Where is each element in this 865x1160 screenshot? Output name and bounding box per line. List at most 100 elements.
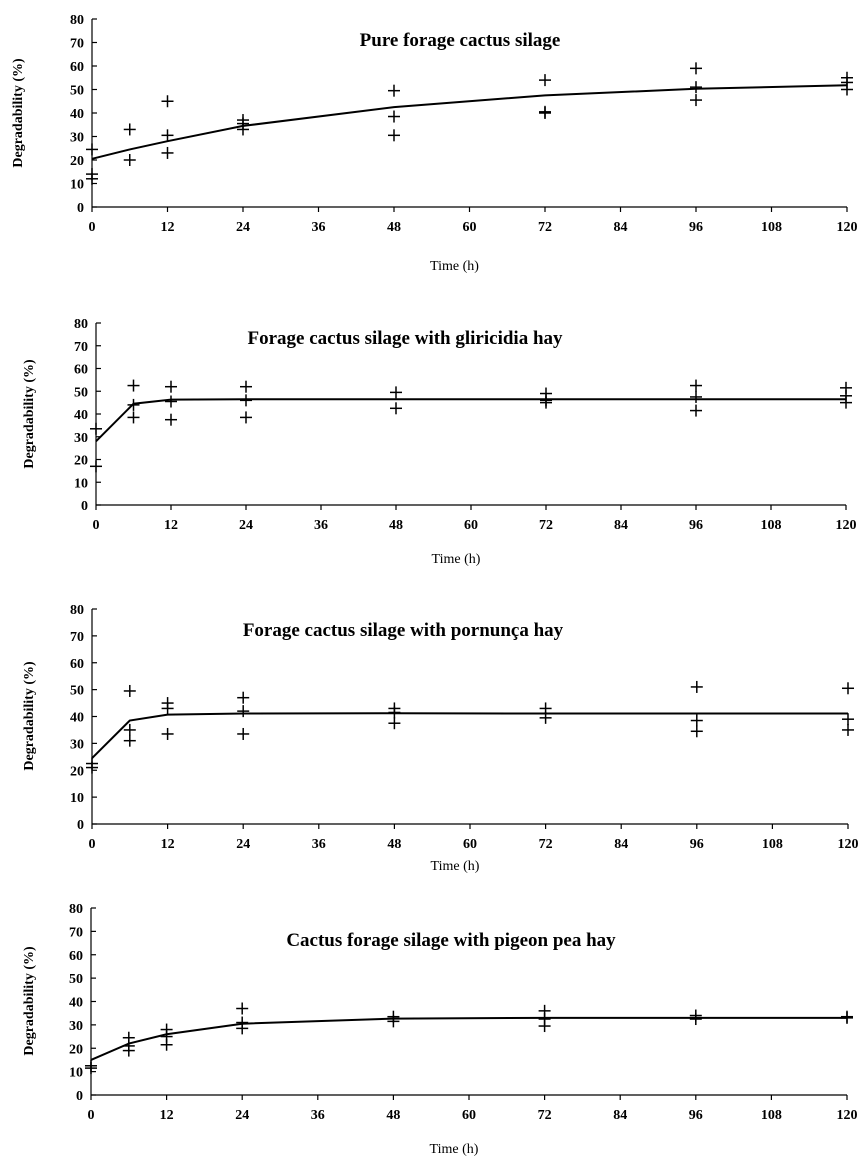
x-tick-label: 120 [838,837,859,852]
x-tick-label: 108 [762,837,783,852]
y-tick-label: 40 [69,996,83,1011]
y-tick-label: 50 [70,684,84,699]
x-tick-label: 24 [236,220,250,235]
x-tick-label: 12 [161,837,175,852]
chart-panel-2: 0 10 20 30 40 50 60 70 80 0 12 24 36 48 60 72 84 96 108 120… [0,312,865,582]
x-tick-label: 0 [89,837,96,852]
y-tick-label: 70 [74,340,88,355]
x-tick-label: 120 [837,220,858,235]
data-point [123,123,136,136]
data-point [85,1062,97,1075]
x-tick-label: 60 [463,837,477,852]
y-tick-label: 70 [69,925,83,940]
x-tick-label: 84 [614,518,628,533]
y-tick-label: 60 [70,60,84,75]
y-tick-label: 10 [70,791,84,806]
y-tick-label: 10 [74,476,88,491]
y-tick-label: 50 [70,84,84,99]
chart-3-svg: 0 10 20 30 40 50 60 70 80 0 12 24 36 48 60 72 84 96 108 120… [22,603,859,874]
x-tick-label: 96 [689,1108,703,1123]
x-tick-label: 120 [836,518,857,533]
x-axis-label: Time (h) [432,552,481,567]
data-point [127,379,140,392]
fitted-curve [91,712,848,759]
data-point [237,727,250,740]
data-point [161,727,174,740]
y-tick-label: 30 [74,431,88,446]
chart-title: Pure forage cactus silage [360,30,561,51]
x-tick-label: 12 [161,220,175,235]
x-tick-label: 60 [463,220,477,235]
data-point [390,386,402,399]
data-point [388,129,400,142]
x-tick-label: 72 [539,518,553,533]
data-point [690,81,702,94]
data-point [86,172,98,185]
x-tick-label: 48 [387,220,401,235]
data-point [123,723,136,736]
y-tick-label: 60 [69,949,83,964]
data-point [160,1038,173,1051]
data-point [122,1044,135,1057]
data-point [165,380,177,393]
y-tick-label: 40 [74,408,88,423]
fitted-curve [95,398,846,443]
x-tick-label: 48 [387,837,401,852]
data-point [388,84,400,97]
y-axis-label: Degradability (%) [22,946,37,1056]
x-tick-label: 96 [690,837,704,852]
fitted-curve [90,1016,847,1061]
x-tick-label: 96 [689,518,703,533]
y-tick-label: 70 [70,37,84,52]
data-point [90,460,102,473]
chart-title: Cactus forage silage with pigeon pea hay [286,930,616,951]
y-tick-label: 70 [70,630,84,645]
data-point [388,717,401,730]
data-point [240,380,252,393]
chart-title: Forage cactus silage with gliricidia hay [247,328,563,349]
data-point [387,1015,400,1028]
x-axis-label: Time (h) [430,259,479,274]
y-tick-label: 0 [77,818,84,833]
data-point [161,146,174,159]
data-point [689,1013,702,1026]
data-point [690,725,703,738]
data-point [690,404,702,417]
x-tick-label: 120 [837,1108,858,1123]
data-point [123,154,136,166]
chart-4-svg: 0 10 20 30 40 50 60 70 80 0 12 24 36 48 60 72 84 96 108 120… [22,902,858,1157]
data-point [388,110,400,123]
y-tick-label: 20 [70,764,84,779]
y-tick-label: 20 [74,454,88,469]
data-point [240,411,252,424]
x-tick-label: 108 [761,518,782,533]
data-point [237,705,250,718]
data-point [539,107,551,119]
y-tick-label: 50 [74,385,88,400]
x-tick-label: 60 [464,518,478,533]
data-point [86,761,98,774]
y-tick-label: 20 [69,1042,83,1057]
x-axis-label: Time (h) [430,1142,479,1157]
chart-1-svg: 0 10 20 30 40 50 60 70 80 0 12 24 36 48 60 72 84 96 108 120… [11,13,858,274]
x-tick-label: 36 [311,1108,325,1123]
y-axis-label: Degradability (%) [22,359,37,469]
x-tick-label: 84 [613,1108,627,1123]
x-tick-label: 12 [160,1108,174,1123]
data-point [842,723,854,736]
x-tick-label: 72 [538,220,552,235]
y-tick-label: 80 [69,902,83,917]
x-tick-label: 84 [614,837,628,852]
data-point [690,680,703,693]
x-tick-label: 48 [389,518,403,533]
x-tick-label: 108 [761,1108,782,1123]
data-point [690,390,702,403]
x-tick-label: 24 [239,518,253,533]
x-tick-label: 36 [312,220,326,235]
y-tick-label: 30 [70,737,84,752]
data-point [240,394,252,407]
chart-2-svg: 0 10 20 30 40 50 60 70 80 0 12 24 36 48 60 72 84 96 108 120… [22,317,857,567]
data-point [127,411,140,424]
x-tick-label: 0 [93,518,100,533]
